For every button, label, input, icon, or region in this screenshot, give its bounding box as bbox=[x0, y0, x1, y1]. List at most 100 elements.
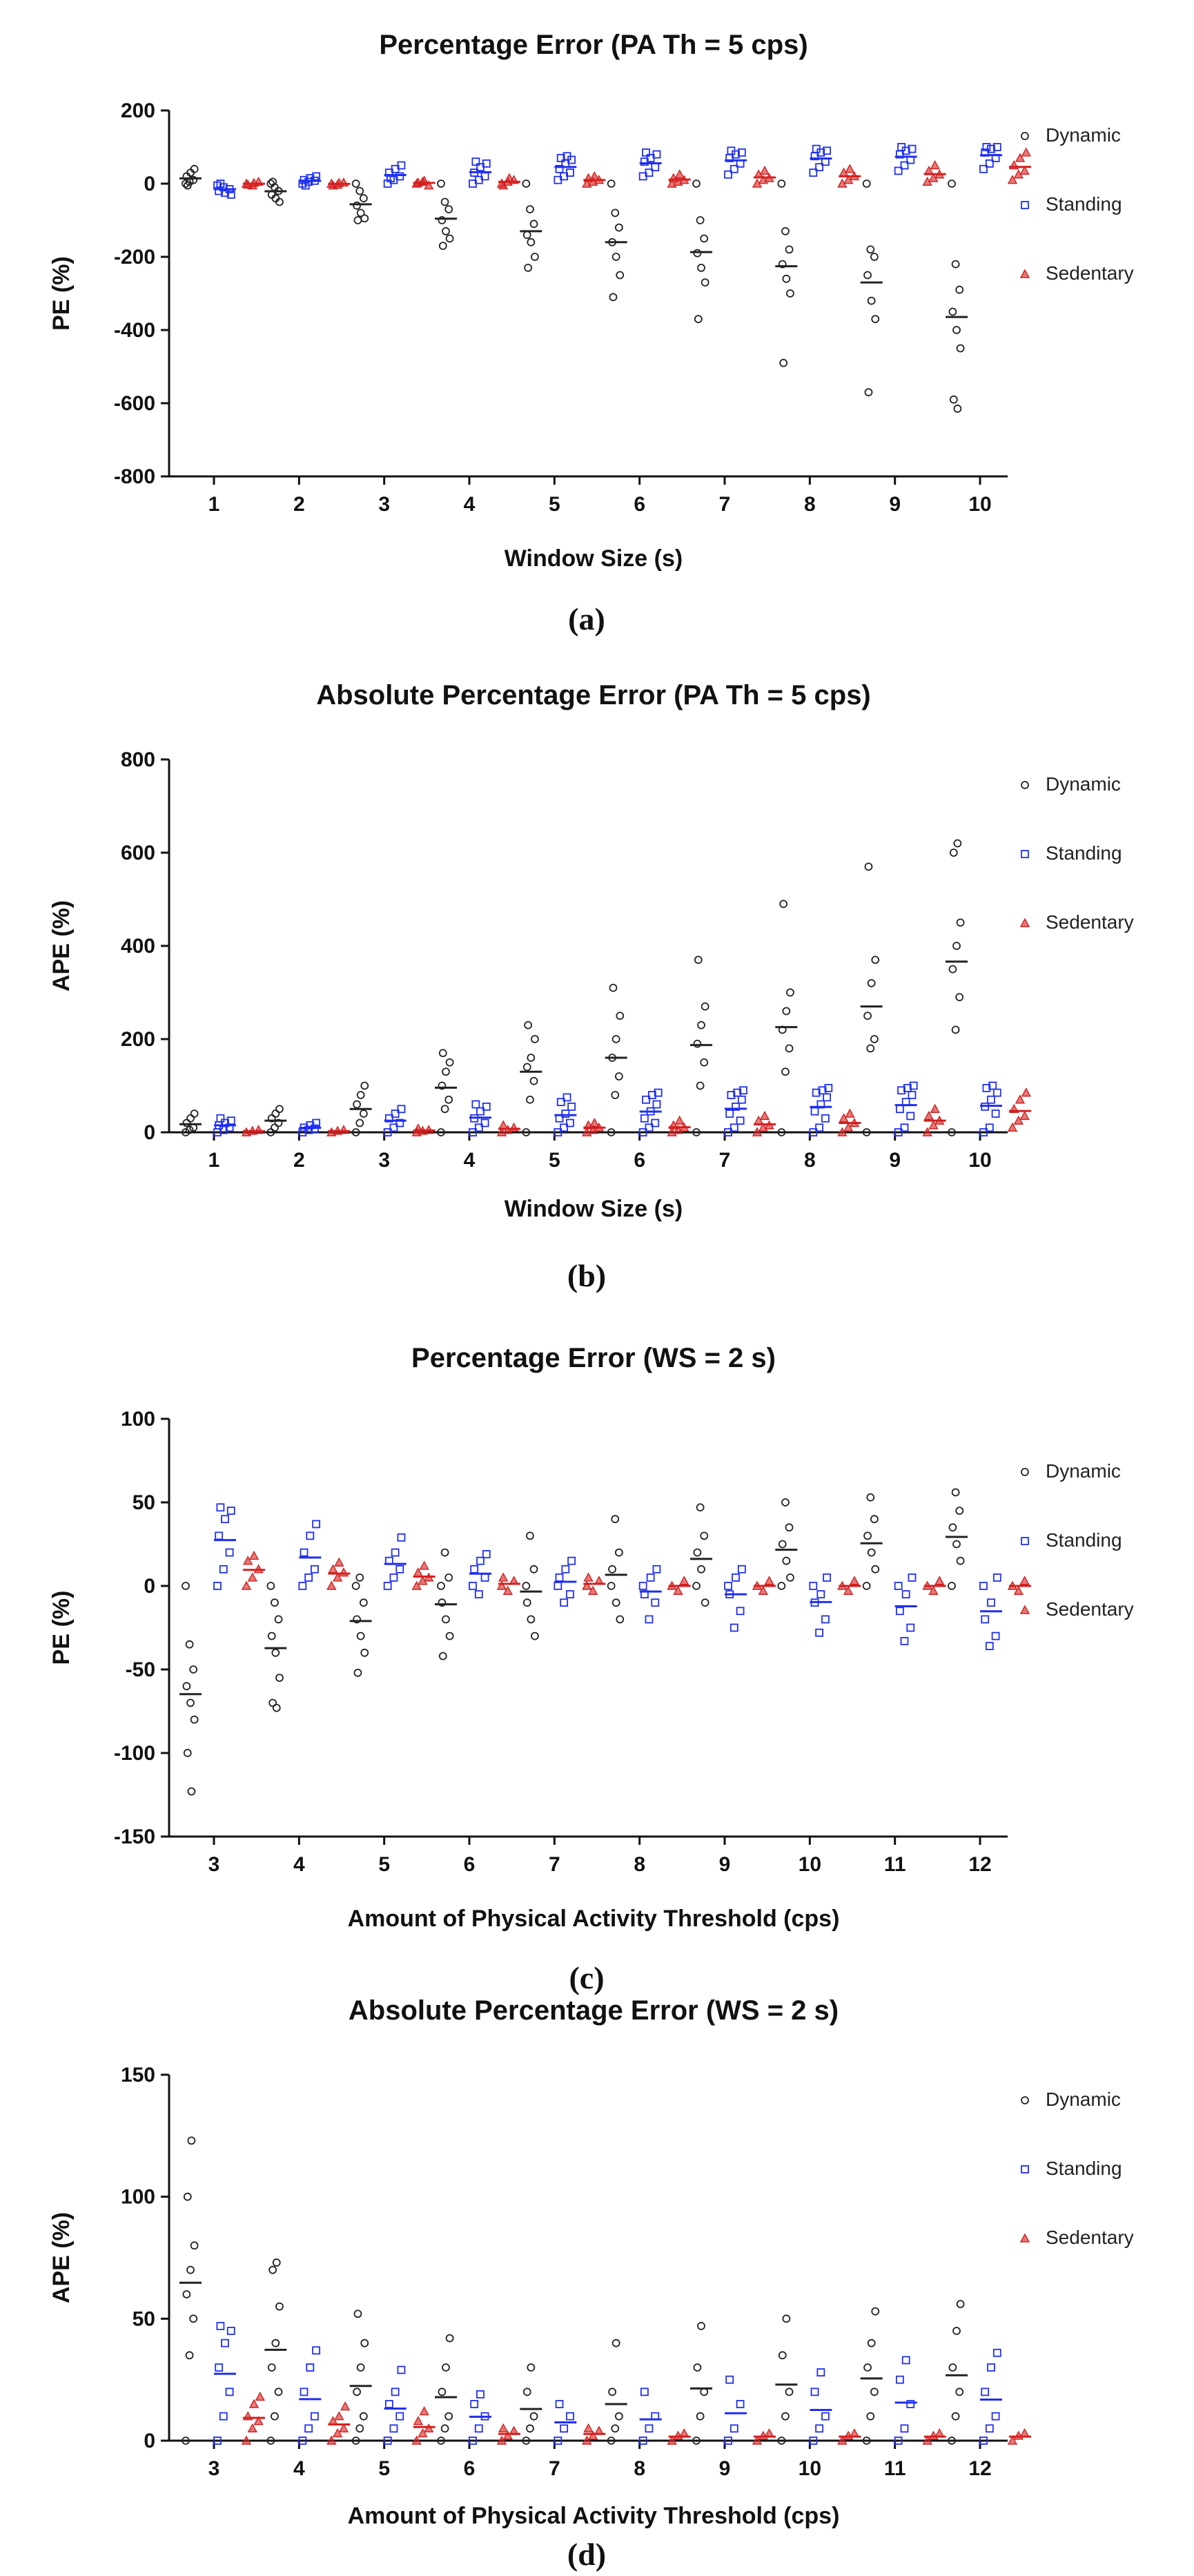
y-tick-label: 0 bbox=[144, 1121, 155, 1144]
data-point-sedentary bbox=[849, 1576, 860, 1585]
data-point-dynamic bbox=[696, 1503, 705, 1512]
data-point-dynamic bbox=[438, 242, 447, 251]
data-point-dynamic bbox=[866, 245, 875, 254]
data-point-standing bbox=[900, 2424, 909, 2433]
data-point-standing bbox=[225, 1548, 234, 1557]
data-point-standing bbox=[395, 1118, 404, 1127]
legend-label-standing: Standing bbox=[1046, 1529, 1122, 1551]
data-point-sedentary bbox=[498, 2423, 509, 2433]
data-point-dynamic bbox=[777, 1582, 786, 1590]
data-point-standing bbox=[554, 1582, 562, 1590]
data-point-standing bbox=[311, 2412, 319, 2421]
data-point-standing bbox=[566, 168, 574, 177]
series-dynamic bbox=[179, 839, 968, 1136]
data-point-standing bbox=[815, 1628, 824, 1637]
data-point-dynamic bbox=[353, 2388, 361, 2396]
data-point-standing bbox=[895, 1607, 904, 1616]
data-point-standing bbox=[476, 2390, 485, 2399]
data-point-sedentary bbox=[424, 2423, 434, 2433]
data-point-dynamic bbox=[522, 2437, 531, 2445]
data-point-standing bbox=[730, 1123, 738, 1132]
data-point-standing bbox=[640, 1114, 649, 1123]
data-point-standing bbox=[640, 2388, 649, 2396]
data-point-standing bbox=[992, 1573, 1001, 1582]
data-point-dynamic bbox=[440, 1105, 449, 1114]
data-point-dynamic bbox=[526, 1531, 534, 1540]
data-point-standing bbox=[725, 1110, 734, 1118]
data-point-sedentary bbox=[1015, 153, 1026, 162]
legend-label-standing: Standing bbox=[1046, 2158, 1122, 2179]
data-point-standing bbox=[979, 2437, 988, 2445]
data-point-dynamic bbox=[271, 2338, 280, 2347]
data-point-dynamic bbox=[266, 2437, 275, 2445]
data-point-sedentary bbox=[1021, 1087, 1031, 1097]
data-point-dynamic bbox=[692, 1582, 701, 1590]
data-point-standing bbox=[555, 1573, 564, 1582]
data-point-dynamic bbox=[438, 216, 447, 224]
y-tick-label: -800 bbox=[114, 465, 155, 488]
data-point-dynamic bbox=[867, 2338, 876, 2347]
data-point-standing bbox=[301, 181, 310, 190]
data-point-standing bbox=[383, 1582, 392, 1590]
data-point-standing bbox=[737, 1095, 746, 1104]
data-point-standing bbox=[987, 1095, 995, 1104]
data-point-sedentary bbox=[498, 1120, 509, 1130]
data-point-standing bbox=[474, 2424, 483, 2433]
data-point-standing bbox=[216, 1114, 225, 1123]
data-point-dynamic bbox=[956, 918, 965, 927]
data-point-sedentary bbox=[334, 1557, 344, 1567]
data-point-standing bbox=[894, 1582, 903, 1590]
panel-label: (c) bbox=[569, 1960, 604, 1995]
data-point-dynamic bbox=[359, 1598, 368, 1607]
data-point-sedentary bbox=[419, 2406, 429, 2416]
x-axis-label: Amount of Physical Activity Threshold (c… bbox=[348, 1906, 840, 1932]
data-point-standing bbox=[897, 143, 906, 151]
x-tick-label: 6 bbox=[464, 1853, 476, 1876]
legend: Dynamic Standing Sedentary bbox=[1019, 1460, 1134, 1620]
data-point-sedentary bbox=[667, 2435, 677, 2445]
data-point-sedentary bbox=[411, 1580, 422, 1590]
data-point-sedentary bbox=[587, 2430, 598, 2440]
data-point-sedentary bbox=[1013, 1115, 1024, 1125]
data-point-sedentary bbox=[247, 2423, 257, 2433]
data-point-standing bbox=[894, 1128, 903, 1136]
data-point-dynamic bbox=[440, 1548, 449, 1557]
x-tick-label: 4 bbox=[464, 493, 476, 516]
data-point-dynamic bbox=[351, 180, 360, 188]
data-point-standing bbox=[992, 2348, 1001, 2357]
data-point-dynamic bbox=[785, 1044, 794, 1053]
data-point-dynamic bbox=[951, 2412, 960, 2421]
data-point-dynamic bbox=[527, 1615, 536, 1624]
data-point-dynamic bbox=[187, 2136, 196, 2145]
data-point-standing bbox=[725, 2375, 734, 2384]
data-point-dynamic bbox=[864, 388, 873, 396]
data-point-standing bbox=[992, 1088, 1001, 1097]
data-point-standing bbox=[900, 1636, 909, 1645]
data-point-dynamic bbox=[438, 1598, 447, 1607]
data-point-standing bbox=[724, 170, 732, 179]
x-tick-label: 9 bbox=[719, 1853, 731, 1876]
data-point-dynamic bbox=[948, 1128, 956, 1136]
data-point-dynamic bbox=[949, 849, 958, 857]
data-point-dynamic bbox=[863, 271, 872, 280]
data-point-dynamic bbox=[614, 2412, 623, 2421]
data-point-dynamic bbox=[948, 307, 957, 316]
data-point-dynamic bbox=[355, 186, 364, 195]
data-point-dynamic bbox=[614, 1548, 623, 1557]
data-point-dynamic bbox=[782, 2314, 791, 2323]
data-point-standing bbox=[988, 1081, 997, 1090]
data-point-standing bbox=[389, 2424, 398, 2433]
data-point-standing bbox=[213, 1582, 222, 1590]
x-tick-label: 7 bbox=[549, 2457, 560, 2480]
x-tick-label: 2 bbox=[293, 1149, 305, 1172]
x-tick-label: 9 bbox=[889, 493, 901, 516]
data-point-standing bbox=[384, 1114, 393, 1123]
data-point-dynamic bbox=[863, 1531, 872, 1540]
data-point-standing bbox=[221, 1515, 229, 1524]
data-point-standing bbox=[727, 146, 736, 155]
data-point-standing bbox=[809, 168, 818, 177]
data-point-sedentary bbox=[843, 1585, 854, 1595]
data-point-dynamic bbox=[781, 226, 790, 235]
data-point-sedentary bbox=[1007, 175, 1018, 184]
